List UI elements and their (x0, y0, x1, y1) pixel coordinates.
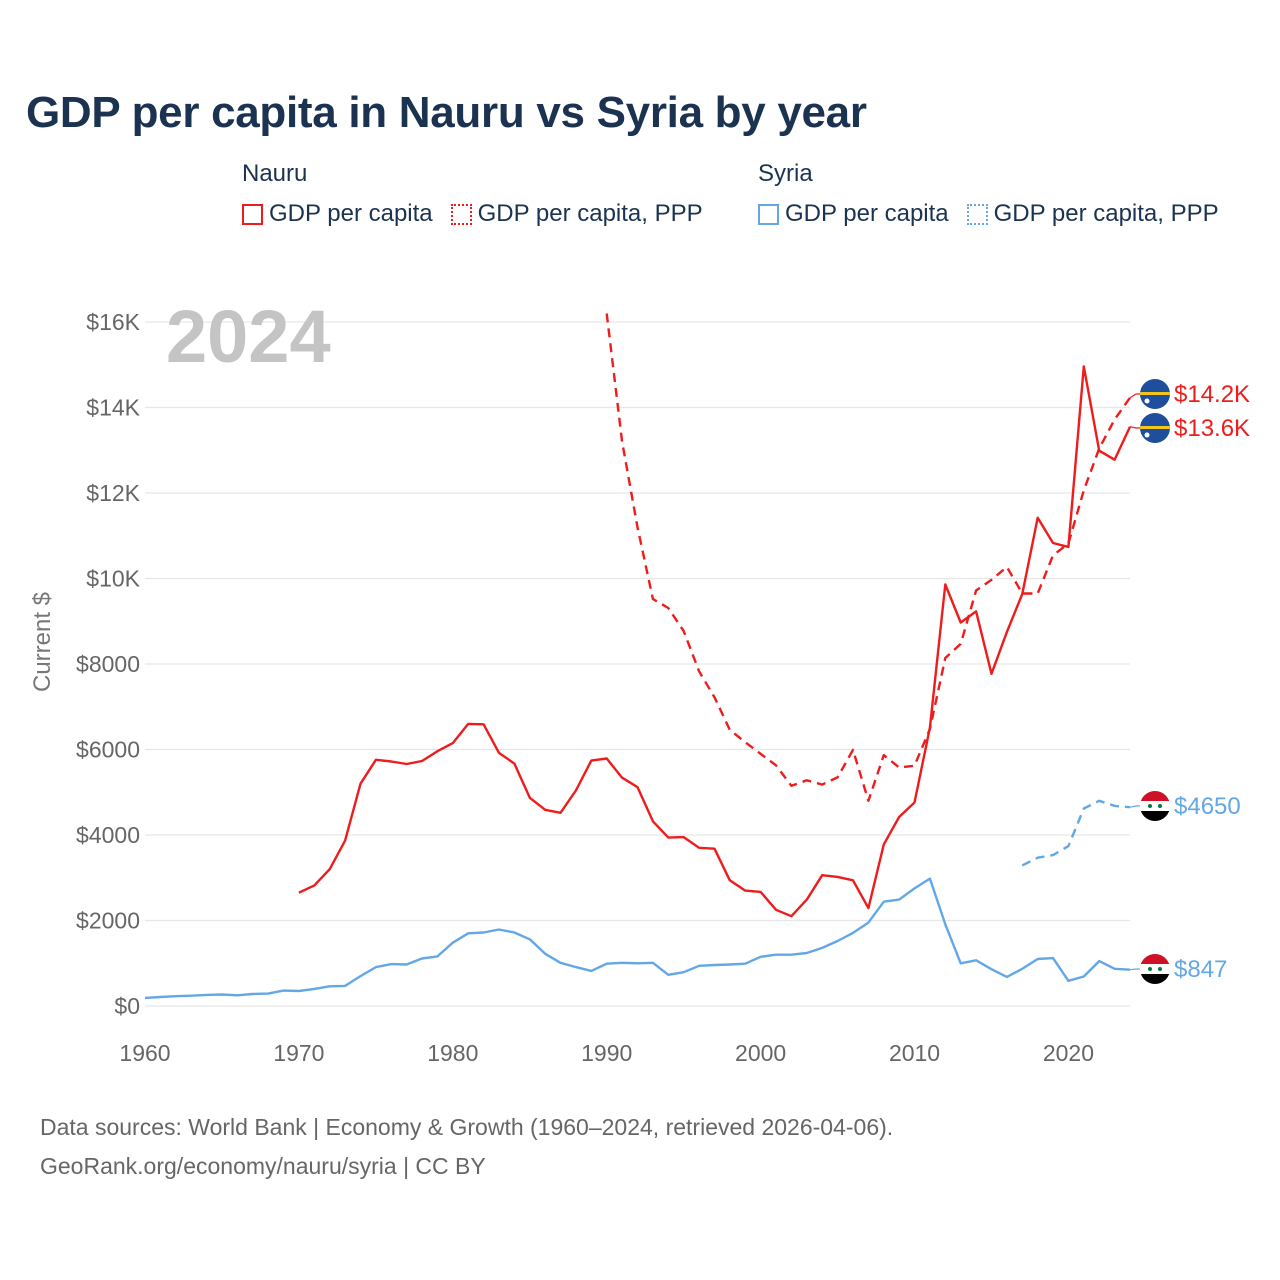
legend-group-title: Syria (758, 160, 813, 187)
label-connector (1129, 968, 1140, 971)
legend-group-nauru: Nauru GDP per capita GDP per capita, PPP (242, 160, 703, 228)
label-connector (1129, 805, 1140, 808)
legend-item-label: GDP per capita (785, 200, 949, 227)
end-label-nauru-ppp: $14.2K (1174, 381, 1250, 408)
x-tick-label: 1970 (273, 1040, 324, 1066)
series-line-syria-gdp (144, 877, 1131, 1000)
y-axis-label: Current $ (29, 592, 56, 692)
y-tick-label: $10K (86, 566, 140, 592)
footer-url: GeoRank.org/economy/nauru/syria | CC BY (40, 1153, 486, 1179)
syria-flag-icon (1140, 954, 1170, 984)
x-tick-label: 1960 (119, 1040, 170, 1066)
legend-item-nauru-gdp[interactable]: GDP per capita (242, 200, 433, 228)
y-tick-label: $0 (114, 993, 140, 1019)
y-tick-label: $4000 (76, 822, 140, 848)
x-tick-label: 1990 (581, 1040, 632, 1066)
footer: Data sources: World Bank | Economy & Gro… (40, 1108, 893, 1186)
nauru-flag-icon (1140, 379, 1170, 409)
year-watermark: 2024 (166, 295, 331, 378)
x-tick-label: 1980 (427, 1040, 478, 1066)
series-line-nauru-gdp (298, 365, 1132, 918)
footer-sources: Data sources: World Bank | Economy & Gro… (40, 1114, 894, 1140)
legend-group-syria: Syria GDP per capita GDP per capita, PPP (758, 160, 1219, 228)
y-tick-label: $6000 (76, 737, 140, 763)
label-connector (1129, 426, 1140, 429)
legend-swatch-solid (242, 203, 263, 225)
legend-swatch-dotted (450, 203, 472, 225)
nauru-flag-icon (1140, 413, 1170, 443)
series-line-nauru-ppp (605, 313, 1131, 802)
y-tick-label: $12K (86, 480, 140, 506)
y-tick-label: $8000 (76, 651, 140, 677)
syria-flag-icon (1140, 791, 1170, 821)
end-label-nauru-gdp: $13.6K (1174, 415, 1250, 442)
chart-title: GDP per capita in Nauru vs Syria by year (26, 88, 867, 137)
x-tick-label: 2020 (1043, 1040, 1094, 1066)
legend-swatch-dotted (966, 203, 988, 225)
end-label-syria-ppp: $4650 (1174, 793, 1241, 820)
legend-item-label: GDP per capita (269, 200, 433, 227)
line-chart: 2024 $0 $2000 $4000 $6000 $8000 $10K $12K $14K $… (29, 295, 1250, 1066)
legend-item-label: GDP per capita, PPP (993, 200, 1219, 227)
y-tick-label: $14K (86, 395, 140, 421)
legend-item-syria-gdp-ppp[interactable]: GDP per capita, PPP (966, 200, 1219, 228)
legend-item-label: GDP per capita, PPP (477, 200, 703, 227)
y-tick-label: $16K (86, 309, 140, 335)
end-label-syria-gdp: $847 (1174, 956, 1227, 983)
legend-swatch-solid (758, 203, 779, 225)
x-tick-label: 2010 (889, 1040, 940, 1066)
y-tick-label: $2000 (76, 908, 140, 934)
label-connector (1129, 393, 1140, 399)
x-tick-label: 2000 (735, 1040, 786, 1066)
legend-group-title: Nauru (242, 160, 308, 187)
legend-item-nauru-gdp-ppp[interactable]: GDP per capita, PPP (450, 200, 703, 228)
series-line-syria-ppp (1021, 799, 1131, 867)
legend-item-syria-gdp[interactable]: GDP per capita (758, 200, 949, 228)
